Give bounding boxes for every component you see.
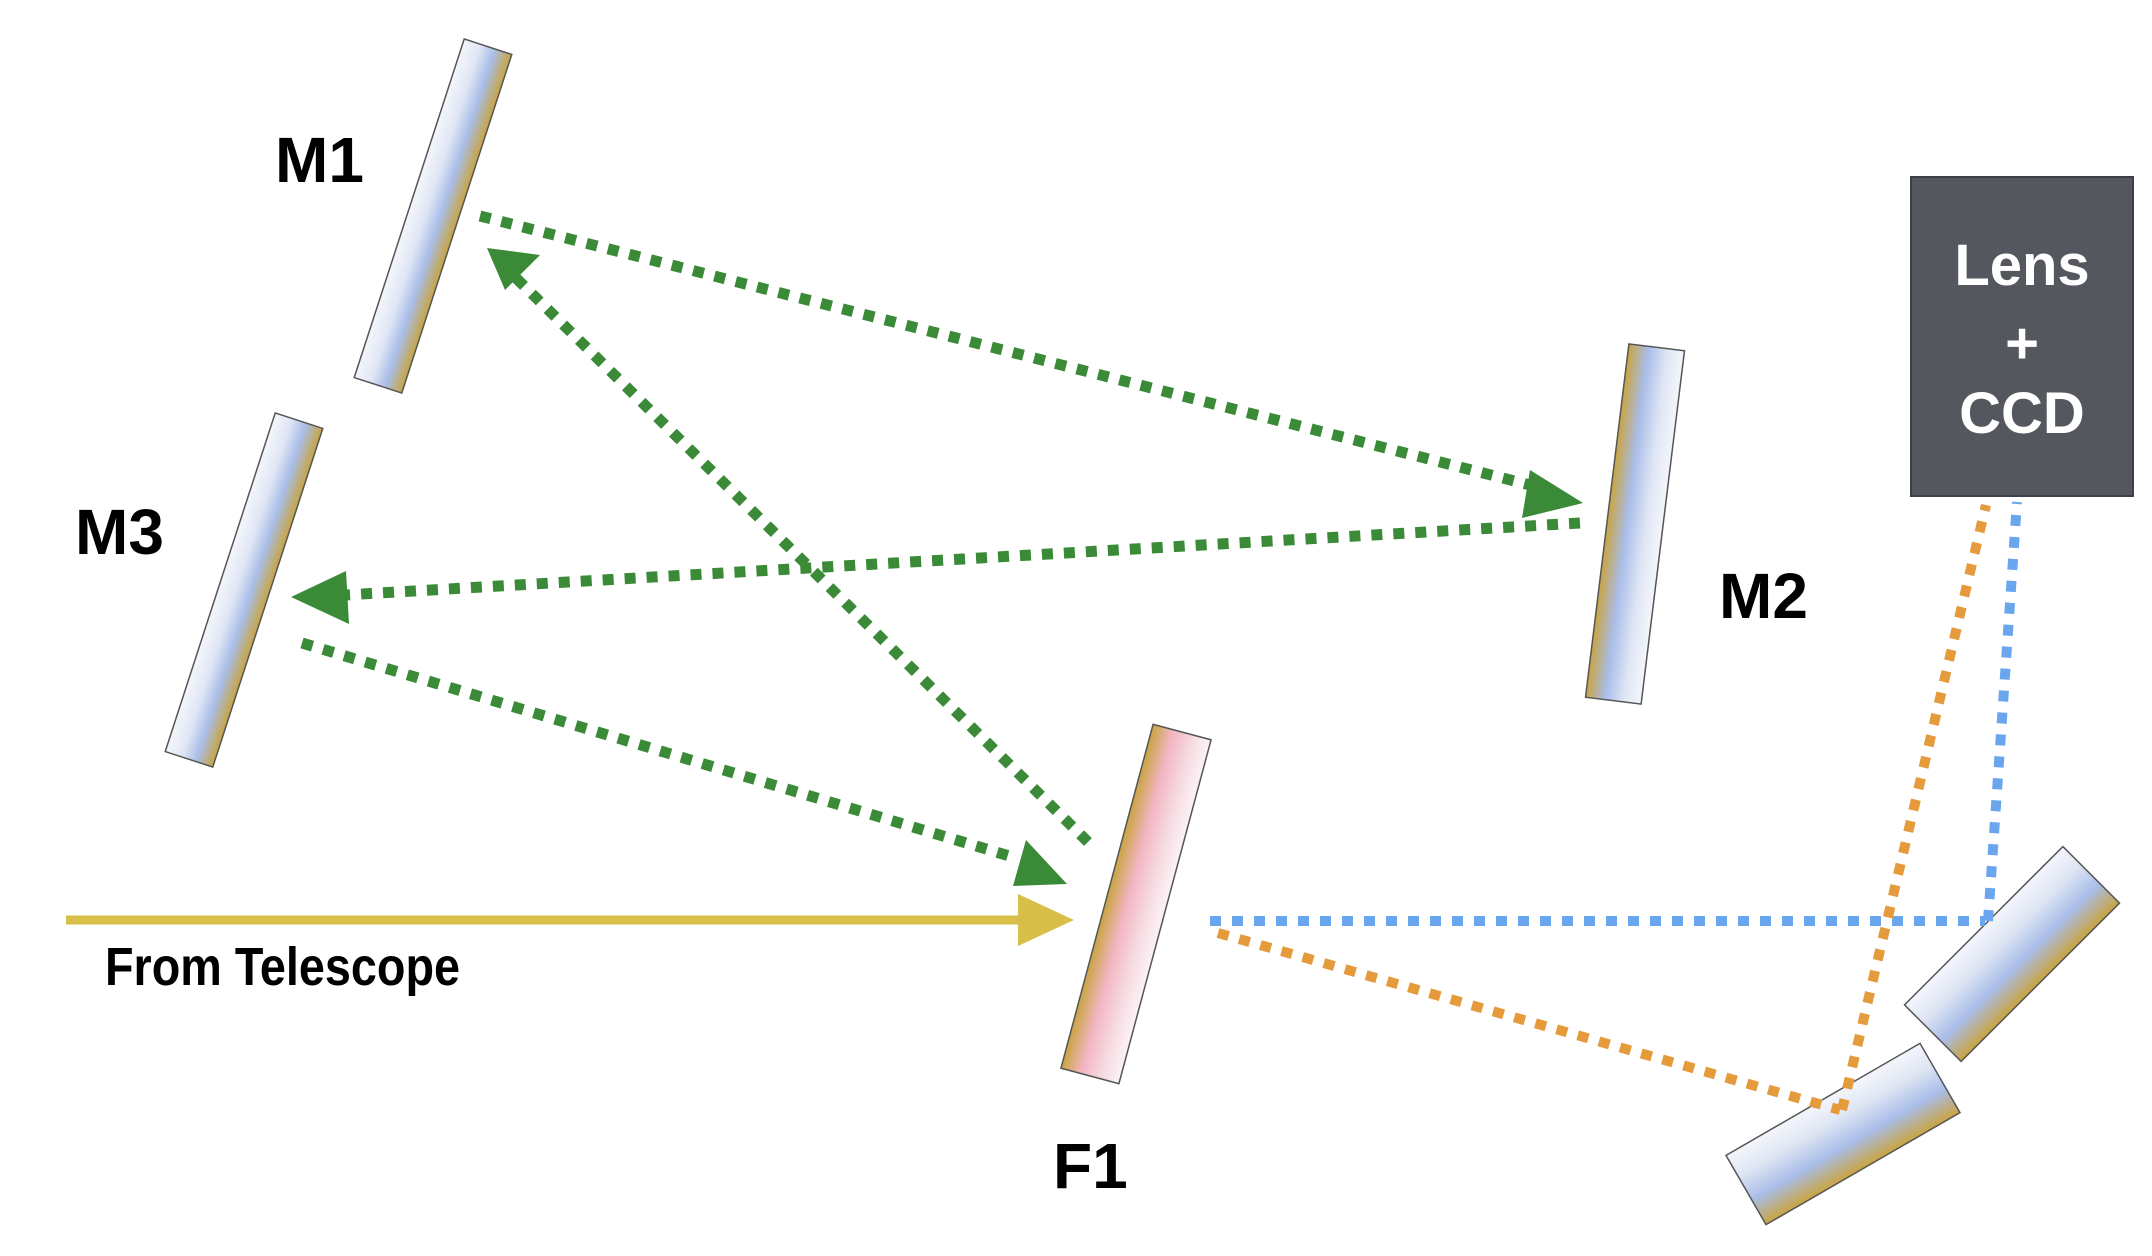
arrowhead-m3 — [291, 571, 349, 624]
beam-m3-to-f1 — [300, 637, 1018, 864]
telescope-beam — [66, 894, 1074, 946]
lens-ccd-box: Lens + CCD — [1910, 176, 2134, 497]
mirror-m2 — [1584, 343, 1686, 705]
label-m2: M2 — [1719, 560, 1808, 632]
arrowhead-telescope — [1018, 894, 1074, 946]
green-beam-path — [300, 210, 1581, 864]
orange-beam-path — [1216, 503, 1991, 1115]
label-m1: M1 — [275, 124, 364, 196]
label-f1: F1 — [1053, 1130, 1128, 1202]
beam-m1-to-m2 — [478, 210, 1532, 491]
mirror-lower-right-b — [1724, 1042, 1962, 1226]
mirror-lower-right-a — [1903, 845, 2121, 1063]
detector-line-1: Lens — [1954, 233, 2089, 298]
detector-line-2: + — [2005, 311, 2039, 376]
filter-f1 — [1060, 723, 1212, 1085]
mirror-m1 — [353, 38, 513, 394]
arrowhead-f1 — [1013, 840, 1067, 886]
mirror-m3 — [164, 412, 324, 768]
green-arrowheads — [291, 248, 1583, 886]
arrowhead-m2 — [1522, 470, 1583, 518]
detector-line-3: CCD — [1959, 381, 2085, 446]
label-from-telescope: From Telescope — [105, 937, 460, 997]
arrowhead-m1 — [487, 248, 540, 290]
beam-m2-to-m3 — [344, 517, 1581, 601]
blue-beam-path — [1210, 501, 2022, 926]
label-m3: M3 — [75, 496, 164, 568]
beam-f1-to-m1 — [511, 273, 1092, 846]
